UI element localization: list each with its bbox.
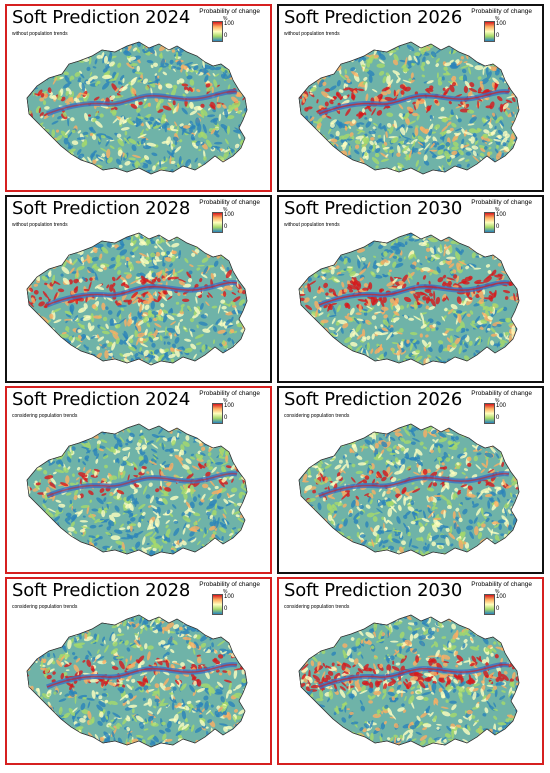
panel-subtitle: considering population trends	[284, 604, 350, 610]
panel-title: Soft Prediction 2028	[12, 580, 191, 601]
legend-min: 0	[496, 224, 500, 230]
legend: Probability of change % 100 0	[471, 581, 532, 617]
legend-title: Probability of change	[199, 581, 260, 588]
legend-title: Probability of change	[471, 581, 532, 588]
legend-color-ramp	[484, 403, 495, 424]
legend-color-ramp	[212, 594, 223, 615]
legend: Probability of change % 100 0	[471, 390, 532, 426]
legend-max: 100	[496, 594, 507, 600]
legend-unit: %	[223, 16, 228, 22]
map-panel-3: Soft Prediction 2028 without population …	[5, 195, 272, 383]
panel-subtitle: without population trends	[12, 222, 68, 228]
legend-title: Probability of change	[199, 199, 260, 206]
legend-title: Probability of change	[471, 390, 532, 397]
map-panel-8: Soft Prediction 2030 considering populat…	[277, 577, 544, 765]
region-map	[298, 232, 520, 366]
legend-min: 0	[496, 415, 500, 421]
legend-unit: %	[495, 589, 500, 595]
map-panel-4: Soft Prediction 2030 without population …	[277, 195, 544, 383]
panel-title: Soft Prediction 2030	[284, 580, 463, 601]
panel-subtitle: considering population trends	[12, 413, 78, 419]
legend-min: 0	[496, 606, 500, 612]
legend-max: 100	[224, 594, 235, 600]
legend-max: 100	[496, 403, 507, 409]
legend-unit: %	[495, 398, 500, 404]
legend: Probability of change % 100 0	[471, 8, 532, 44]
legend: Probability of change % 100 0	[199, 8, 260, 44]
legend: Probability of change % 100 0	[199, 390, 260, 426]
legend-color-ramp	[484, 212, 495, 233]
legend-color-ramp	[212, 403, 223, 424]
legend-min: 0	[224, 224, 228, 230]
map-panel-1: Soft Prediction 2024 without population …	[5, 4, 272, 192]
map-panel-6: Soft Prediction 2026 considering populat…	[277, 386, 544, 574]
legend-unit: %	[495, 207, 500, 213]
legend-title: Probability of change	[199, 8, 260, 15]
legend-title: Probability of change	[471, 8, 532, 15]
legend-title: Probability of change	[471, 199, 532, 206]
region-map	[26, 614, 248, 748]
legend-min: 0	[224, 415, 228, 421]
legend-min: 0	[496, 33, 500, 39]
panel-subtitle: without population trends	[284, 222, 340, 228]
panel-subtitle: without population trends	[284, 31, 340, 37]
map-panel-7: Soft Prediction 2028 considering populat…	[5, 577, 272, 765]
region-map	[298, 41, 520, 175]
legend-min: 0	[224, 606, 228, 612]
legend-max: 100	[496, 212, 507, 218]
panel-title: Soft Prediction 2024	[12, 389, 191, 410]
legend-min: 0	[224, 33, 228, 39]
panel-title: Soft Prediction 2028	[12, 198, 191, 219]
legend-max: 100	[224, 212, 235, 218]
legend-unit: %	[223, 589, 228, 595]
region-map	[298, 614, 520, 748]
panel-title: Soft Prediction 2026	[284, 7, 463, 28]
map-panel-5: Soft Prediction 2024 considering populat…	[5, 386, 272, 574]
legend-color-ramp	[212, 21, 223, 42]
region-map	[298, 423, 520, 557]
panel-title: Soft Prediction 2030	[284, 198, 463, 219]
region-map	[26, 232, 248, 366]
region-map	[26, 423, 248, 557]
legend-max: 100	[224, 403, 235, 409]
panel-subtitle: considering population trends	[12, 604, 78, 610]
legend: Probability of change % 100 0	[199, 581, 260, 617]
legend: Probability of change % 100 0	[199, 199, 260, 235]
legend-unit: %	[495, 16, 500, 22]
panel-title: Soft Prediction 2026	[284, 389, 463, 410]
panel-subtitle: considering population trends	[284, 413, 350, 419]
legend-unit: %	[223, 207, 228, 213]
region-map	[26, 41, 248, 175]
panel-title: Soft Prediction 2024	[12, 7, 191, 28]
legend-color-ramp	[212, 212, 223, 233]
legend-title: Probability of change	[199, 390, 260, 397]
legend: Probability of change % 100 0	[471, 199, 532, 235]
map-panel-2: Soft Prediction 2026 without population …	[277, 4, 544, 192]
legend-color-ramp	[484, 594, 495, 615]
panel-subtitle: without population trends	[12, 31, 68, 37]
legend-unit: %	[223, 398, 228, 404]
legend-max: 100	[224, 21, 235, 27]
legend-color-ramp	[484, 21, 495, 42]
legend-max: 100	[496, 21, 507, 27]
